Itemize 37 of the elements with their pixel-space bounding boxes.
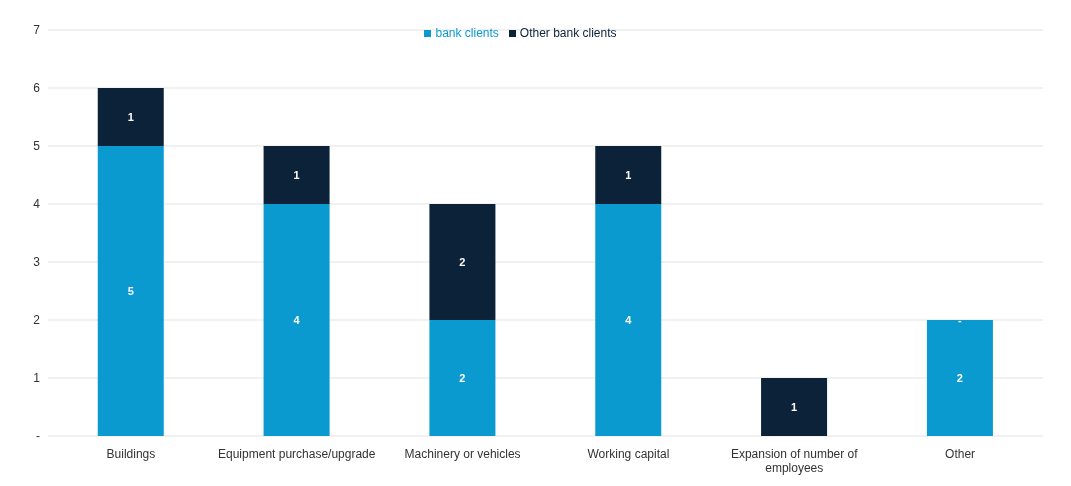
y-tick-label: 4 [33, 197, 41, 212]
y-tick-label: 2 [33, 313, 41, 328]
bar [97, 88, 164, 146]
bar [761, 378, 828, 436]
bar [595, 146, 662, 204]
data-label: 1 [625, 169, 632, 181]
legend-label: Other bank clients [519, 26, 617, 40]
bar [429, 204, 496, 320]
data-label: 1 [127, 111, 134, 123]
bar [429, 320, 496, 436]
x-tick-label: Equipment purchase/upgrade [218, 447, 376, 461]
data-label: 4 [625, 314, 633, 326]
x-tick-label: Machinery or vehicles [404, 447, 521, 461]
bar [97, 146, 164, 436]
x-tick-label: Buildings [106, 447, 156, 461]
x-tick-label: Working capital [587, 447, 670, 461]
bar [926, 320, 993, 436]
data-label: 2 [459, 256, 466, 268]
legend-label: bank clients [435, 26, 499, 40]
data-label: 1 [293, 169, 300, 181]
x-tick-label: Expansion of number of employees [730, 447, 859, 475]
data-label: - [958, 314, 963, 326]
data-label: 2 [956, 372, 963, 384]
y-tick-label: 6 [33, 81, 41, 96]
x-tick-label: Other [945, 447, 976, 461]
data-label: 4 [293, 314, 301, 326]
y-tick-label: 5 [33, 139, 41, 154]
bar [263, 204, 330, 436]
y-tick-label: 3 [33, 255, 41, 270]
data-label: 1 [791, 401, 798, 413]
y-tick-label: - [36, 429, 40, 444]
bar [263, 146, 330, 204]
data-label: 2 [459, 372, 466, 384]
data-label: 5 [127, 285, 134, 297]
bar [595, 204, 662, 436]
y-tick-label: 1 [33, 371, 41, 386]
y-tick-label: 7 [33, 23, 41, 38]
